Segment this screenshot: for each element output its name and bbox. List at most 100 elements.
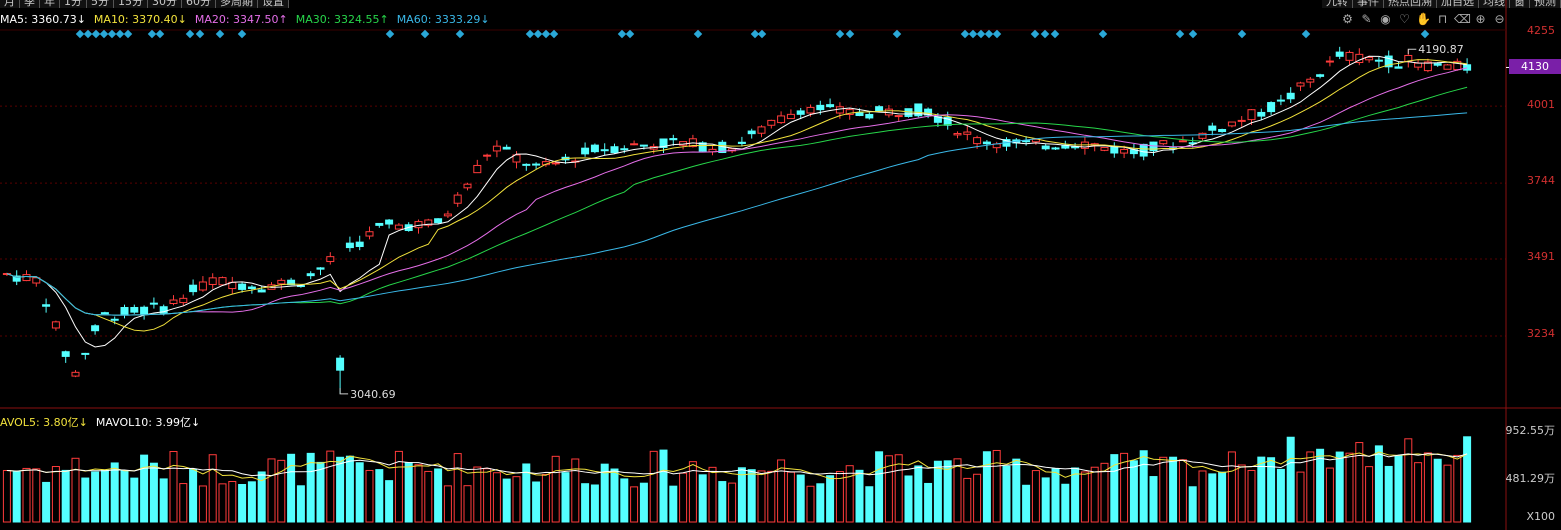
volume-bar (1316, 448, 1325, 523)
event-marker (1188, 29, 1198, 39)
volume-bar (639, 482, 648, 523)
candle-body (492, 145, 501, 152)
candle-body (982, 141, 991, 145)
period-tab[interactable]: 季 (20, 0, 40, 8)
volume-bar (982, 451, 991, 523)
period-tab[interactable]: 60分 (182, 0, 216, 8)
candle-body (1463, 64, 1472, 71)
candle-body (512, 154, 521, 163)
period-tab[interactable]: 15分 (114, 0, 148, 8)
candle-body (91, 325, 100, 332)
candle-body (1041, 145, 1050, 150)
heart-icon[interactable]: ♡ (1399, 12, 1410, 26)
period-tab[interactable]: 多周期 (216, 0, 258, 8)
candle-body (767, 119, 776, 126)
period-tab[interactable]: 月 (0, 0, 20, 8)
candle-body (385, 219, 394, 225)
volume-bar (277, 459, 286, 523)
candle-body (1218, 128, 1227, 133)
candle-body (149, 302, 158, 305)
event-marker (533, 29, 543, 39)
volume-bar (1384, 465, 1393, 523)
feature-tab[interactable]: 加自选 (1437, 0, 1479, 8)
lock-icon[interactable]: ⊓ (1437, 12, 1448, 26)
gear-icon[interactable]: ⚙ (1342, 12, 1353, 26)
zoom-in-icon[interactable]: ⊕ (1475, 12, 1486, 26)
candle-body (287, 279, 296, 286)
event-marker (976, 29, 986, 39)
candle-body (1247, 109, 1256, 121)
event-marker (892, 29, 902, 39)
event-marker (757, 29, 767, 39)
volume-ma-line (6, 451, 1468, 482)
volume-bar (257, 471, 266, 523)
low-label: 3040.69 (350, 388, 396, 401)
volume-bar (1120, 452, 1129, 523)
candle-body (1227, 121, 1236, 127)
volume-bar (81, 477, 90, 523)
candle-body (443, 213, 452, 217)
volume-bar (453, 453, 462, 523)
candle-body (865, 113, 874, 119)
candle-body (1414, 62, 1423, 68)
candle-body (659, 138, 668, 148)
candle-body (110, 318, 119, 321)
ma-legend-item: MA5: 3360.73↓ (0, 13, 86, 26)
period-tab[interactable]: 30分 (148, 0, 182, 8)
zoom-out-icon[interactable]: ⊖ (1494, 12, 1505, 26)
period-tab[interactable]: 年 (40, 0, 60, 8)
period-tab[interactable]: 1分 (60, 0, 87, 8)
feature-tab[interactable]: 事件 (1353, 0, 1384, 8)
price-tick-label: 3234 (1527, 327, 1555, 340)
feature-tab[interactable]: 热点回溯 (1384, 0, 1437, 8)
volume-bar (1453, 454, 1462, 523)
candle-body (1345, 51, 1354, 61)
candle-body (1178, 140, 1187, 143)
candle-body (1423, 61, 1432, 72)
candle-body (845, 109, 854, 115)
event-marker (195, 29, 205, 39)
volume-bar (287, 453, 296, 523)
volume-bar (571, 458, 580, 523)
delete-icon[interactable]: ⌫ (1454, 12, 1471, 26)
event-marker (115, 29, 125, 39)
volume-bar (404, 462, 413, 523)
hand-icon[interactable]: ✋ (1416, 12, 1431, 26)
event-marker (237, 29, 247, 39)
event-marker (155, 29, 165, 39)
feature-tab[interactable]: 九转 (1322, 0, 1353, 8)
feature-tab[interactable]: 窗 (1510, 0, 1530, 8)
candle-body (963, 131, 972, 135)
candle-body (424, 219, 433, 226)
period-tab[interactable]: 5分 (87, 0, 114, 8)
candle-body (1325, 60, 1334, 63)
candle-body (130, 307, 139, 313)
volume-bar (620, 478, 629, 523)
event-marker (525, 29, 535, 39)
candle-body (532, 163, 541, 166)
candle-body (924, 108, 933, 116)
volume-bar (718, 481, 727, 523)
volume-bar (806, 485, 815, 523)
event-marker (91, 29, 101, 39)
eye-icon[interactable]: ◉ (1380, 12, 1391, 26)
volume-bar (865, 486, 874, 523)
volume-unit-label: X100 (1526, 510, 1555, 523)
volume-bar (649, 450, 658, 523)
volume-bar (463, 485, 472, 523)
period-tab[interactable]: 设置 (258, 0, 289, 8)
candle-body (1433, 63, 1442, 66)
event-marker (123, 29, 133, 39)
ma-line (6, 112, 1468, 316)
volume-bar (110, 462, 119, 523)
volume-bar (91, 471, 100, 523)
candle-body (747, 130, 756, 135)
feature-tab[interactable]: 均线 (1479, 0, 1510, 8)
volume-bar (169, 451, 178, 523)
volume-bar (1345, 452, 1354, 523)
event-marker (215, 29, 225, 39)
period-tabs: 月季年 1分 5分 15分 30分 60分 多周期 设置 (0, 0, 289, 8)
pen-icon[interactable]: ✎ (1361, 12, 1372, 26)
candle-body (737, 141, 746, 144)
